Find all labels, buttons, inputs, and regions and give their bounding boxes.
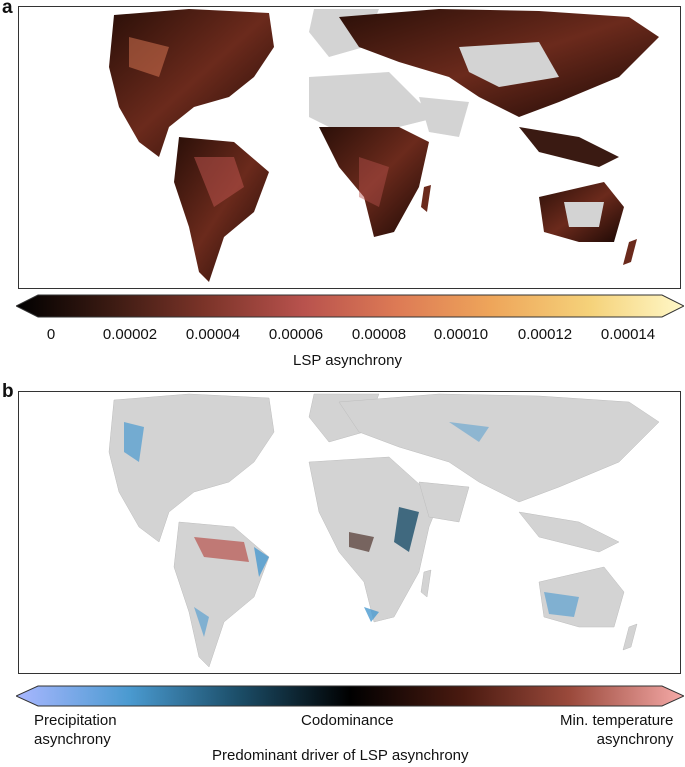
tick-label: 0 [46, 326, 56, 343]
driver-colorbar [16, 685, 684, 707]
africa [308, 456, 440, 623]
sahara-nodata [309, 72, 439, 132]
eurasia [338, 393, 660, 503]
tick-label: 0.00008 [351, 326, 407, 343]
north-america [109, 9, 274, 157]
central-asia-nodata [459, 42, 559, 87]
colorbar-title-b: Predominant driver of LSP asynchrony [212, 747, 469, 764]
tick-label: 0.00014 [600, 326, 656, 343]
tick-label: 0.00010 [433, 326, 489, 343]
min-temperature-label: Min. temperature asynchrony [560, 712, 674, 748]
madagascar [421, 185, 431, 212]
south-america [174, 137, 269, 282]
predominant-driver-map [18, 391, 681, 674]
north-america [108, 393, 275, 543]
tick-label: 0.00004 [185, 326, 241, 343]
lsp-asynchrony-map [18, 6, 681, 289]
colorbar-title-a: LSP asynchrony [293, 352, 402, 369]
lsp-asynchrony-colorbar [16, 294, 684, 318]
africa [319, 127, 429, 237]
tick-label: 0.00002 [102, 326, 158, 343]
madagascar [420, 569, 432, 598]
codominance-label: Codominance [301, 712, 394, 729]
tick-label: 0.00012 [517, 326, 573, 343]
arabia [418, 481, 470, 523]
precipitation-label: Precipitation asynchrony [34, 712, 117, 748]
tick-label: 0.00006 [268, 326, 324, 343]
arabia-nodata [419, 97, 469, 137]
panel-label-b: b [2, 381, 14, 402]
panel-label-a: a [2, 0, 13, 18]
